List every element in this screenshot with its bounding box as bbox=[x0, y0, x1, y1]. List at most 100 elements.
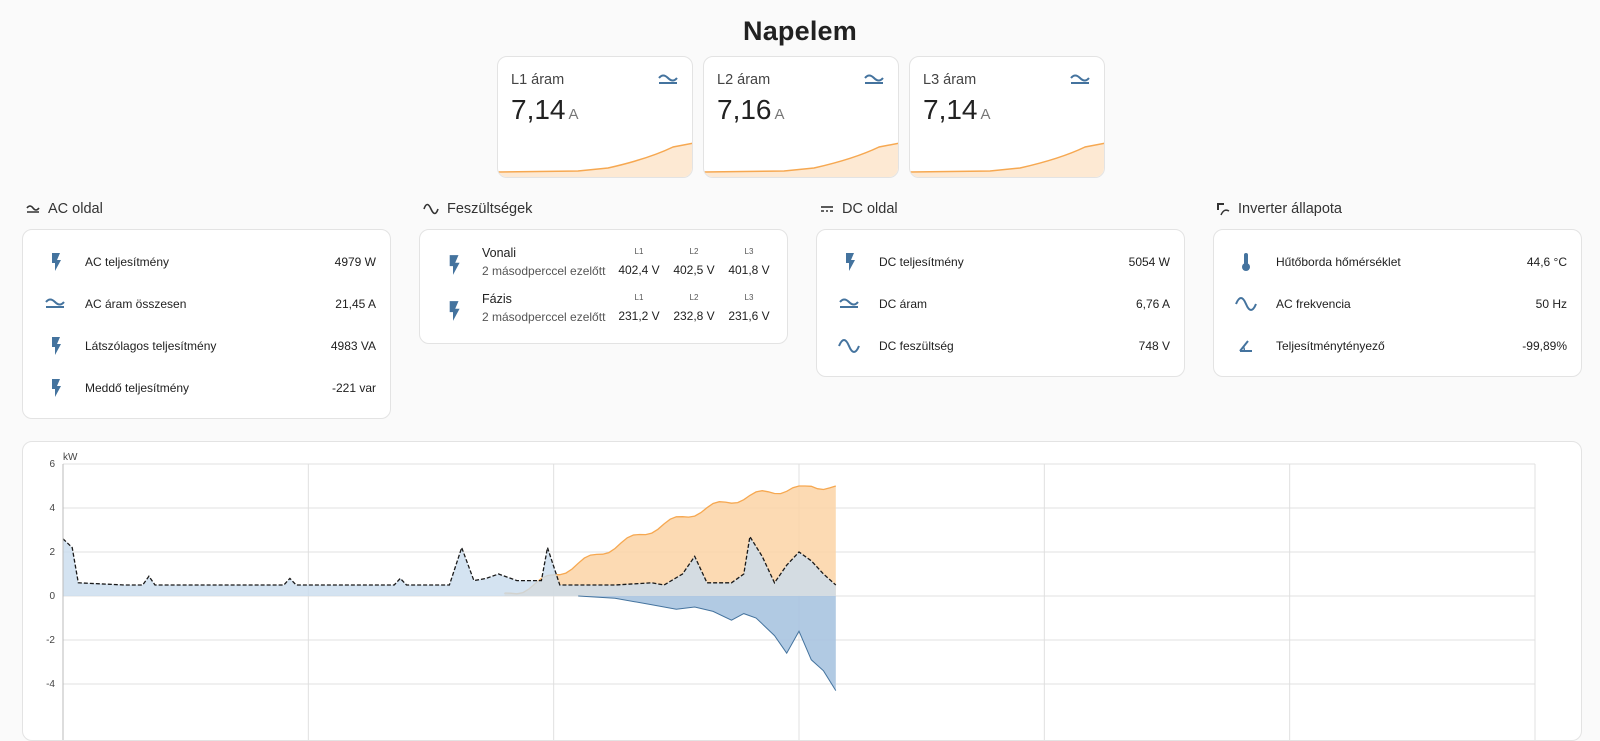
energy-chart[interactable]: 6 4 2 0 -2 -4 kW bbox=[23, 442, 1582, 741]
phase-l1: L1 231,2 V bbox=[614, 287, 664, 323]
entity-value: 4983 VA bbox=[330, 339, 376, 353]
phase-key: L2 bbox=[689, 293, 699, 302]
phase-key: L2 bbox=[689, 247, 699, 256]
entity-row[interactable]: Látszólagos teljesítmény 4983 VA bbox=[23, 325, 390, 367]
y-axis-label: kW bbox=[63, 452, 78, 463]
tile-label: L2 áram bbox=[717, 72, 771, 88]
sine-wave-icon bbox=[836, 335, 862, 357]
flash-icon bbox=[42, 377, 68, 399]
section-heading-ac: AC oldal bbox=[26, 201, 103, 217]
sine-wave-icon bbox=[423, 203, 439, 215]
voltage-row-line[interactable]: Vonali 2 másodperccel ezelőtt L1 402,4 V … bbox=[420, 241, 787, 285]
entity-label: DC teljesítmény bbox=[879, 255, 964, 269]
sparkline bbox=[910, 142, 1104, 177]
current-ac-icon bbox=[26, 205, 40, 213]
sine-wave-icon bbox=[1233, 293, 1259, 315]
voltages-card: Vonali 2 másodperccel ezelőtt L1 402,4 V … bbox=[419, 229, 788, 344]
current-ac-icon bbox=[1070, 74, 1090, 84]
current-ac-icon bbox=[658, 74, 678, 84]
entity-value: 5054 W bbox=[1128, 255, 1170, 269]
phase-value: 232,8 V bbox=[673, 309, 715, 323]
tile-unit: A bbox=[568, 106, 579, 123]
section-heading-label: DC oldal bbox=[842, 201, 898, 217]
y-tick-label: -2 bbox=[46, 635, 55, 646]
grid-export-line bbox=[578, 595, 837, 691]
entity-label: DC feszültség bbox=[879, 339, 954, 353]
consumption-line bbox=[62, 534, 837, 586]
section-heading-label: Inverter állapota bbox=[1238, 201, 1342, 217]
entity-row[interactable]: Meddő teljesítmény -221 var bbox=[23, 367, 390, 409]
energy-chart-card: 6 4 2 0 -2 -4 kW bbox=[22, 441, 1582, 741]
phase-l2: L2 232,8 V bbox=[669, 287, 719, 323]
current-ac-icon bbox=[42, 293, 68, 315]
section-heading-inverter: Inverter állapota bbox=[1216, 201, 1342, 217]
flash-icon bbox=[836, 251, 862, 273]
entity-value: -221 var bbox=[331, 381, 376, 395]
page-title: Napelem bbox=[743, 16, 857, 46]
phase-key: L1 bbox=[634, 247, 644, 256]
voltage-name: Fázis bbox=[482, 292, 512, 306]
entity-row[interactable]: DC áram 6,76 A bbox=[817, 283, 1184, 325]
last-updated: 2 másodperccel ezelőtt bbox=[482, 310, 606, 324]
entity-value: 748 V bbox=[1138, 339, 1170, 353]
section-heading-label: Feszültségek bbox=[447, 201, 533, 217]
grid-export-area bbox=[578, 596, 836, 691]
y-tick-label: 6 bbox=[49, 459, 55, 470]
y-tick-label: 4 bbox=[49, 503, 55, 514]
entity-label: Hűtőborda hőmérséklet bbox=[1276, 255, 1401, 269]
ac-card: AC teljesítmény 4979 W AC áram összesen … bbox=[22, 229, 391, 419]
phase-l2: L2 402,5 V bbox=[669, 241, 719, 277]
entity-value: 44,6 °C bbox=[1526, 255, 1567, 269]
last-updated: 2 másodperccel ezelőtt bbox=[482, 264, 606, 278]
phase-key: L3 bbox=[744, 247, 754, 256]
voltage-name: Vonali bbox=[482, 246, 517, 260]
flash-icon bbox=[449, 255, 460, 275]
entity-label: AC teljesítmény bbox=[85, 255, 170, 269]
tile-unit: A bbox=[980, 106, 991, 123]
flash-icon bbox=[42, 335, 68, 357]
phase-l1: L1 402,4 V bbox=[614, 241, 664, 277]
inverter-icon bbox=[1217, 203, 1230, 216]
tile-label: L1 áram bbox=[511, 72, 565, 88]
entity-row[interactable]: AC áram összesen 21,45 A bbox=[23, 283, 390, 325]
section-heading-label: AC oldal bbox=[48, 201, 103, 217]
entity-row[interactable]: Teljesítménytényező -99,89% bbox=[1214, 325, 1581, 367]
entity-value: 21,45 A bbox=[335, 297, 376, 311]
phase-value: 401,8 V bbox=[728, 263, 770, 277]
grid-import-area bbox=[63, 536, 836, 596]
tile-label: L3 áram bbox=[923, 72, 977, 88]
current-ac-icon bbox=[836, 293, 862, 315]
dc-card: DC teljesítmény 5054 W DC áram 6,76 A DC… bbox=[816, 229, 1185, 377]
section-heading-voltages: Feszültségek bbox=[423, 201, 532, 217]
phase-value: 231,2 V bbox=[618, 309, 660, 323]
voltage-row-phase[interactable]: Fázis 2 másodperccel ezelőtt L1 231,2 V L… bbox=[420, 287, 787, 331]
entity-row[interactable]: AC teljesítmény 4979 W bbox=[23, 241, 390, 283]
tile-l2-current[interactable]: L2 áram 7,16 A bbox=[703, 56, 899, 178]
entity-row[interactable]: Hűtőborda hőmérséklet 44,6 °C bbox=[1214, 241, 1581, 283]
current-dc-icon bbox=[821, 206, 833, 212]
angle-icon bbox=[1233, 335, 1259, 357]
tile-value: 7,14 bbox=[923, 94, 978, 125]
tile-l3-current[interactable]: L3 áram 7,14 A bbox=[909, 56, 1105, 178]
current-ac-icon bbox=[864, 74, 884, 84]
entity-value: -99,89% bbox=[1522, 339, 1567, 353]
phase-key: L3 bbox=[744, 293, 754, 302]
sparkline bbox=[498, 142, 692, 177]
section-heading-dc: DC oldal bbox=[820, 201, 898, 217]
y-tick-label: 0 bbox=[49, 591, 55, 602]
phase-l3: L3 231,6 V bbox=[724, 287, 774, 323]
flash-icon bbox=[42, 251, 68, 273]
phase-value: 402,4 V bbox=[618, 263, 660, 277]
entity-row[interactable]: AC frekvencia 50 Hz bbox=[1214, 283, 1581, 325]
sparkline bbox=[704, 142, 898, 177]
entity-row[interactable]: DC teljesítmény 5054 W bbox=[817, 241, 1184, 283]
tile-value: 7,16 bbox=[717, 94, 772, 125]
entity-value: 6,76 A bbox=[1135, 297, 1170, 311]
entity-label: Látszólagos teljesítmény bbox=[85, 339, 217, 353]
y-tick-label: 2 bbox=[49, 547, 55, 558]
phase-value: 402,5 V bbox=[673, 263, 715, 277]
entity-row[interactable]: DC feszültség 748 V bbox=[817, 325, 1184, 367]
tile-l1-current[interactable]: L1 áram 7,14 A bbox=[497, 56, 693, 178]
flash-icon bbox=[449, 301, 460, 321]
y-tick-label: -4 bbox=[46, 679, 55, 690]
